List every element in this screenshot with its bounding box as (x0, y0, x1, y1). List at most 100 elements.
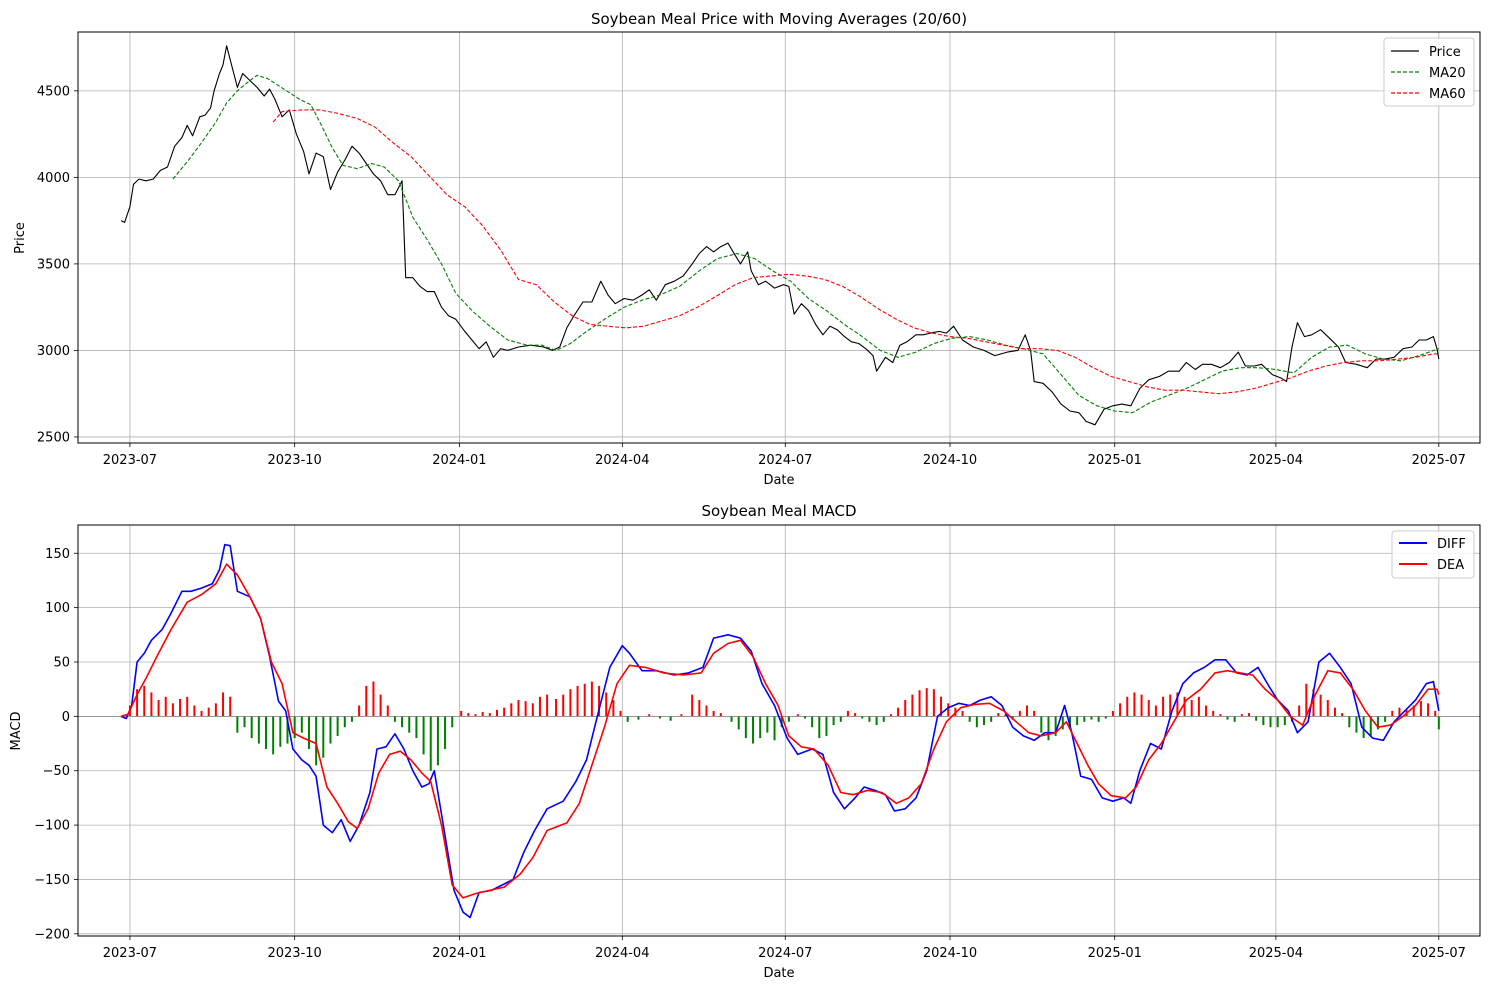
price-x-tick-label: 2025-01 (1088, 453, 1142, 468)
macd-histogram-bar (358, 705, 361, 717)
macd-histogram-bar (229, 696, 232, 717)
macd-x-tick-label: 2023-07 (103, 946, 157, 961)
macd-x-tick-label: 2025-01 (1088, 946, 1142, 961)
macd-histogram-bar (136, 689, 139, 717)
macd-histogram-bar (460, 710, 463, 717)
macd-histogram-bar (832, 716, 835, 726)
macd-histogram-bar (336, 716, 339, 736)
macd-histogram-bar (293, 716, 296, 739)
macd-histogram-bar (882, 716, 885, 722)
macd-histogram-bar (619, 710, 622, 717)
macd-histogram-bar (1183, 696, 1186, 717)
macd-histogram-bar (531, 703, 534, 717)
price-series-ma60-line (272, 109, 1439, 395)
macd-histogram-bar (1437, 716, 1440, 730)
price-legend: Price MA20 MA60 (1383, 37, 1475, 107)
price-x-axis-label: Date (763, 473, 794, 488)
macd-histogram-bar (444, 716, 447, 749)
macd-x-ticks: 2023-07 2023-10 2024-01 2024-04 2024-07 2024-… (103, 936, 1466, 961)
macd-histogram-bar (583, 683, 586, 717)
macd-histogram-bar (1083, 716, 1086, 722)
macd-chart-panel: 2023-07 2023-10 2024-01 2024-04 2024-07 2024-… (9, 502, 1481, 981)
macd-histogram-bar (157, 700, 160, 717)
macd-histogram-bar (1276, 716, 1279, 728)
price-x-tick-label: 2025-04 (1249, 453, 1303, 468)
macd-histogram-bar (1262, 716, 1265, 726)
macd-histogram-bar (773, 716, 776, 741)
macd-histogram-bar (1068, 716, 1071, 728)
macd-histogram-bar (875, 716, 878, 726)
macd-histogram-bar (1047, 716, 1050, 741)
macd-histogram-bar (207, 707, 210, 717)
macd-histogram-bar (861, 716, 864, 719)
macd-histogram-bar (510, 703, 513, 717)
macd-histogram-bar (193, 705, 196, 717)
macd-histogram-bar (698, 700, 701, 717)
macd-histogram-bar (803, 716, 806, 719)
macd-histogram-bar (143, 685, 146, 717)
macd-y-tick-label: 100 (45, 601, 70, 616)
macd-histogram-bar (576, 685, 579, 717)
macd-histogram-bar (365, 685, 368, 717)
macd-histogram-bar (705, 705, 708, 717)
macd-x-tick-label: 2024-01 (432, 946, 486, 961)
macd-histogram-bar (562, 694, 565, 717)
macd-histogram-bar (1033, 710, 1036, 717)
macd-histogram-bar (1427, 703, 1430, 717)
macd-histogram-bar (1312, 689, 1315, 717)
macd-histogram-bar (947, 703, 950, 717)
macd-histogram-bar (467, 713, 470, 717)
legend-label-dea: DEA (1437, 558, 1464, 573)
macd-histogram-bar (179, 698, 182, 717)
macd-histogram-bar (846, 710, 849, 717)
macd-histogram-bar (236, 716, 239, 733)
price-grid (78, 32, 1480, 443)
macd-histogram-bar (1054, 716, 1057, 736)
macd-histogram-bar (1219, 714, 1222, 717)
macd-histogram-bar (612, 700, 615, 717)
macd-histogram-bar (669, 716, 672, 721)
macd-histogram-bar (186, 696, 189, 717)
legend-label-ma20: MA20 (1429, 66, 1466, 81)
macd-y-tick-label: −200 (34, 927, 70, 942)
macd-series-dea-line (120, 563, 1440, 899)
macd-histogram-bar (997, 713, 1000, 717)
price-y-tick-label: 4000 (37, 171, 70, 186)
macd-histogram-bar (350, 716, 353, 722)
macd-histogram-bar (1176, 692, 1179, 717)
macd-series-diff-line (120, 543, 1440, 919)
macd-histogram-bar (372, 681, 375, 717)
legend-label-diff: DIFF (1437, 537, 1466, 552)
macd-x-tick-label: 2023-10 (267, 946, 321, 961)
price-series-price-line (120, 45, 1440, 426)
macd-histogram-bar (555, 698, 558, 717)
macd-histogram-bar (164, 696, 167, 717)
macd-histogram-bar (983, 716, 986, 726)
macd-histogram-bar (1061, 716, 1064, 730)
macd-histogram-bar (1018, 710, 1021, 717)
macd-histogram-bar (1341, 713, 1344, 717)
price-axes-frame (77, 31, 1481, 444)
macd-y-axis-label: MACD (9, 712, 24, 751)
macd-plot-area (78, 525, 1480, 936)
macd-histogram-bar (787, 716, 790, 722)
macd-histogram-bar (1248, 713, 1251, 717)
macd-histogram-bar (932, 689, 935, 717)
macd-histogram-bar (719, 713, 722, 717)
macd-histogram-bar (451, 716, 454, 728)
price-chart-panel: 2023-07 2023-10 2024-01 2024-04 2024-07 2024-… (13, 10, 1481, 488)
macd-histogram-bar (975, 716, 978, 728)
macd-histogram-bar (1355, 716, 1358, 733)
macd-histogram-bar (904, 700, 907, 717)
macd-histogram-bar (524, 701, 527, 717)
macd-histogram-bar (590, 681, 593, 717)
macd-histogram-bar (214, 703, 217, 717)
macd-histogram-bar (1197, 696, 1200, 717)
macd-histogram-bar (1398, 707, 1401, 717)
macd-histogram-bar (1162, 696, 1165, 717)
macd-histogram-bar (918, 690, 921, 717)
legend-label-ma60: MA60 (1429, 87, 1466, 102)
macd-histogram-bar (1190, 700, 1193, 717)
macd-y-tick-label: −100 (34, 819, 70, 834)
